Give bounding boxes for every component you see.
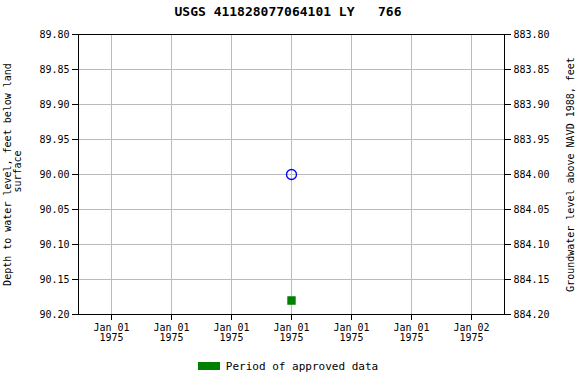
svg-text:883.95: 883.95 — [514, 134, 550, 145]
svg-text:884.05: 884.05 — [514, 204, 550, 215]
svg-text:89.90: 89.90 — [39, 99, 69, 110]
html-text:Period of approved data: Period of approved data — [225, 359, 379, 373]
svg-text:90.05: 90.05 — [39, 204, 69, 215]
svg-text:90.10: 90.10 — [39, 239, 69, 250]
svg-text:883.80: 883.80 — [514, 29, 550, 40]
svg-text:Groundwater level above NAVD 1: Groundwater level above NAVD 1988, feet — [565, 57, 576, 292]
svg-text:90.20: 90.20 — [39, 309, 69, 320]
svg-text:Jan 011975: Jan 011975 — [393, 322, 429, 343]
html-text:USGS 411828077064101 LY 766: USGS 411828077064101 LY 766 — [174, 4, 402, 19]
svg-text:Jan 011975: Jan 011975 — [153, 322, 189, 343]
svg-text:Depth to water level, feet bel: Depth to water level, feet below land su… — [2, 63, 23, 286]
svg-text:89.85: 89.85 — [39, 64, 69, 75]
svg-text:89.95: 89.95 — [39, 134, 69, 145]
svg-text:90.00: 90.00 — [39, 169, 69, 180]
svg-text:884.00: 884.00 — [514, 169, 550, 180]
svg-text:90.15: 90.15 — [39, 274, 69, 285]
svg-text:884.20: 884.20 — [514, 309, 550, 320]
svg-text:89.80: 89.80 — [39, 29, 69, 40]
svg-text:Jan 021975: Jan 021975 — [453, 322, 489, 343]
svg-text:Jan 011975: Jan 011975 — [213, 322, 249, 343]
svg-text:883.90: 883.90 — [514, 99, 550, 110]
svg-text:Jan 011975: Jan 011975 — [333, 322, 369, 343]
svg-text:Jan 011975: Jan 011975 — [93, 322, 129, 343]
svg-text:884.10: 884.10 — [514, 239, 550, 250]
svg-text:884.15: 884.15 — [514, 274, 550, 285]
svg-text:Jan 011975: Jan 011975 — [273, 322, 309, 343]
svg-text:883.85: 883.85 — [514, 64, 550, 75]
